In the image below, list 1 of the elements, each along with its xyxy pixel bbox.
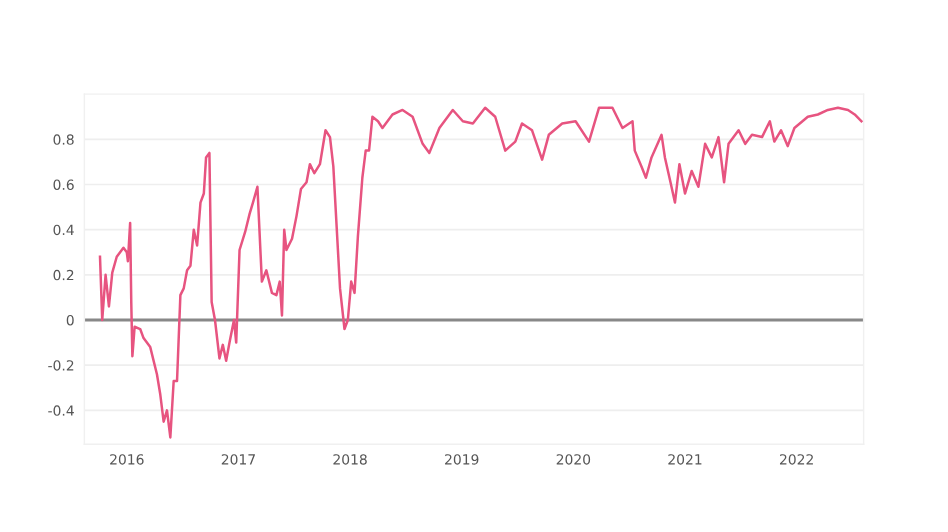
line-series	[98, 106, 863, 439]
